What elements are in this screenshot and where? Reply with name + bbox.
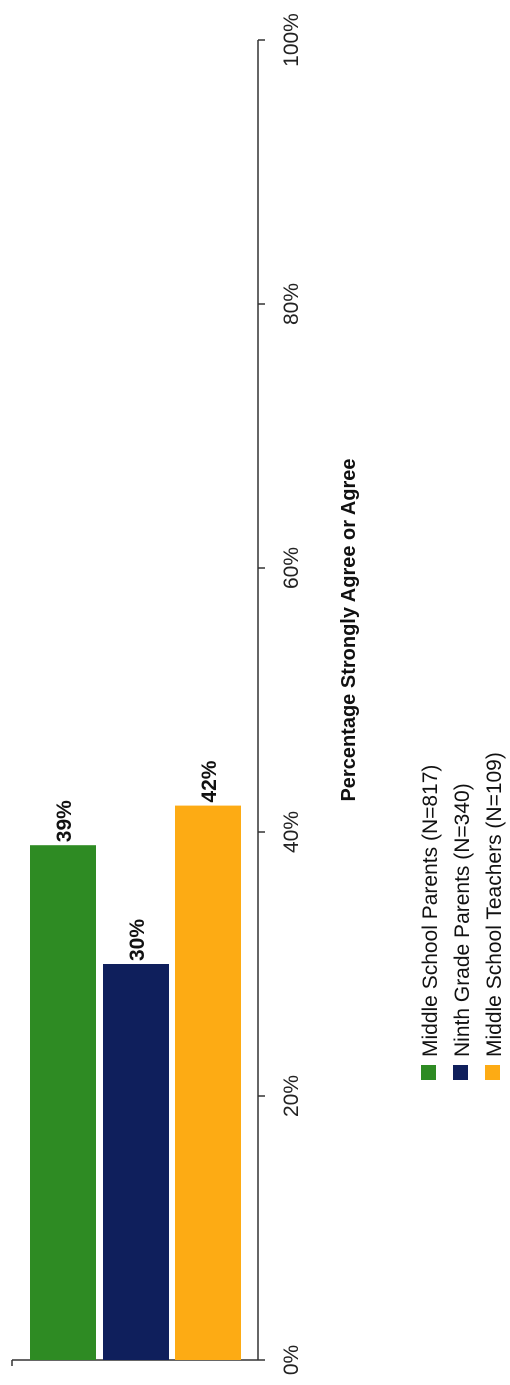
legend-swatch [453, 1065, 468, 1080]
value-axis: 0% 20% 40% 60% 80% 100% [11, 13, 303, 1375]
tick-label: 80% [280, 283, 303, 325]
data-label: 30% [126, 919, 149, 961]
data-label: 42% [198, 760, 221, 802]
tick-label: 0% [280, 1345, 303, 1375]
bar [30, 845, 96, 1360]
tick-label: 20% [280, 1075, 303, 1117]
bar [175, 805, 241, 1360]
legend: Middle School Parents (N=817) Ninth Grade… [419, 752, 506, 1080]
bars [30, 805, 241, 1360]
legend-label: Middle School Teachers (N=109) [483, 752, 506, 1057]
tick-label: 60% [280, 547, 303, 589]
bar [103, 964, 169, 1360]
legend-label: Middle School Parents (N=817) [419, 765, 442, 1057]
value-labels: 39% 30% 42% [53, 760, 221, 961]
legend-swatch [421, 1065, 436, 1080]
value-axis-title: Percentage Strongly Agree or Agree [338, 458, 360, 801]
data-label: 39% [53, 800, 76, 842]
legend-label: Ninth Grade Parents (N=340) [451, 783, 474, 1057]
tick-label: 100% [280, 13, 303, 67]
legend-swatch [485, 1065, 500, 1080]
tick-label: 40% [280, 811, 303, 853]
